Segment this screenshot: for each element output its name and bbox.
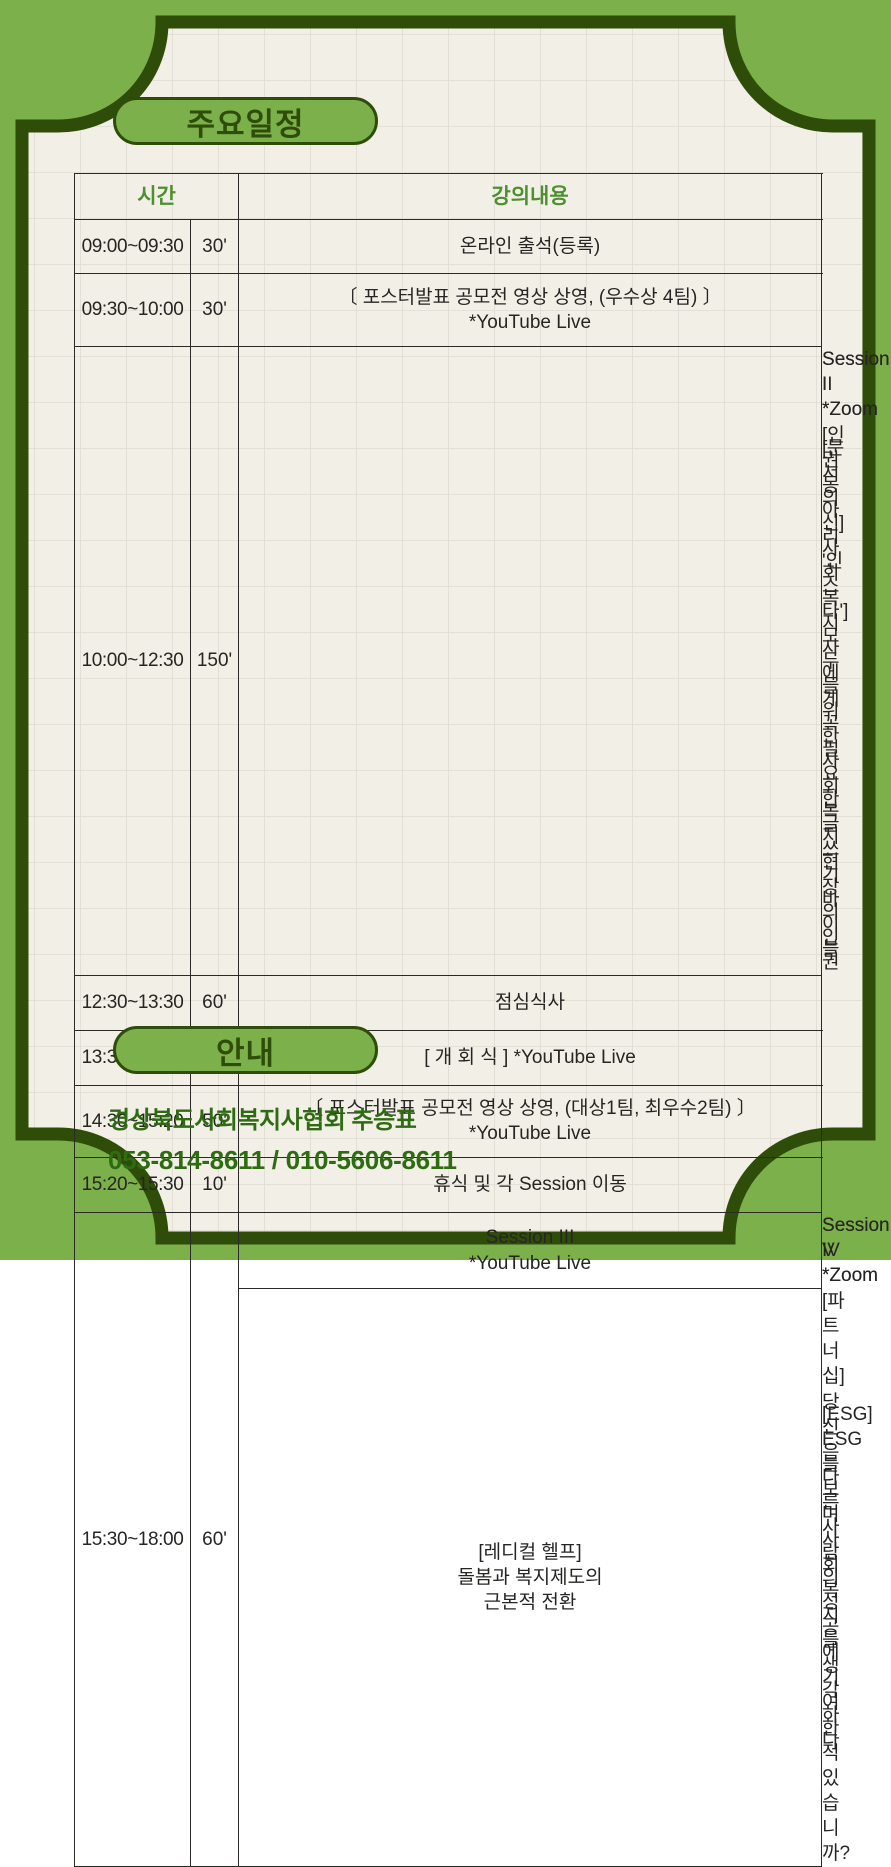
- header-time: 시간: [73, 173, 240, 220]
- section-badge-info-label: 안내: [215, 1035, 276, 1071]
- row-time: 15:30~18:00: [74, 1211, 191, 1867]
- row-content: 〔 포스터발표 공모전 영상 상영, (대상1팀, 최우수2팀) 〕 *YouTu…: [238, 1084, 823, 1158]
- row-duration: 150': [189, 346, 240, 976]
- table-header-row: 시간 강의내용: [73, 173, 823, 220]
- table-row-session-head: 10:00~12:30 150' Session I *Zoom Session …: [74, 346, 890, 976]
- row-content: 〔 포스터발표 공모전 영상 상영, (우수상 4팀) 〕 *YouTube Li…: [238, 273, 823, 347]
- row-time: 09:00~09:30: [74, 219, 191, 274]
- session-head-3: Session III *YouTube Live: [238, 1211, 823, 1290]
- row-duration: 60': [189, 1211, 240, 1867]
- table-row: 09:00~09:30 30' 온라인 출석(등록): [74, 219, 823, 274]
- row-time: 12:30~13:30: [74, 974, 191, 1031]
- contact-phone: 053-814-8611 / 010-5606-8611: [108, 1145, 457, 1175]
- row-content: 점심식사: [238, 974, 823, 1031]
- session-blank-cell: [238, 346, 823, 976]
- row-time: 09:30~10:00: [74, 273, 191, 347]
- table-row: 14:30~15:20 50' 〔 포스터발표 공모전 영상 상영, (대상1팀…: [74, 1084, 823, 1158]
- session-body-3: [레디컬 헬프] 돌봄과 복지제도의 근본적 전환: [238, 1288, 823, 1867]
- contact-organization: 경상북도사회복지사협회 추승표: [108, 1107, 417, 1134]
- table-row-session-head: 15:30~18:00 60' Session III *YouTube Live…: [74, 1211, 890, 1867]
- header-content: 강의내용: [238, 173, 823, 220]
- table-row-session-body: [인권동아리 '인스타'] 모두들 위한 사회복지현장의 인권 [문서의신] 사회복지…: [822, 425, 849, 973]
- section-badge-info: 안내: [113, 1026, 378, 1074]
- row-duration: 60': [189, 974, 240, 1031]
- table-row: 09:30~10:00 30' 〔 포스터발표 공모전 영상 상영, (우수상 …: [74, 273, 823, 347]
- row-content: 온라인 출석(등록): [238, 219, 823, 274]
- row-content: 휴식 및 각 Session 이동: [238, 1156, 823, 1213]
- schedule-table: 시간 강의내용 09:00~09:30 30' 온라인 출석(등록) 09:30…: [73, 173, 890, 1867]
- row-duration: 30': [189, 219, 240, 274]
- row-time: 10:00~12:30: [74, 346, 191, 976]
- table-row: 12:30~13:30 60' 점심식사: [74, 974, 823, 1031]
- row-duration: 30': [189, 273, 240, 347]
- section-badge-schedule: 주요일정: [113, 97, 378, 145]
- section-badge-schedule-label: 주요일정: [186, 106, 305, 142]
